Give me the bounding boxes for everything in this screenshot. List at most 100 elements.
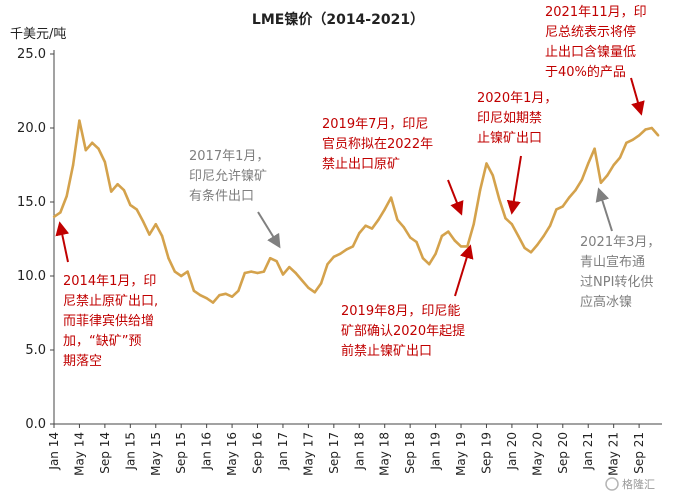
x-tick-label: Sep 14 xyxy=(98,432,112,474)
data-point xyxy=(237,289,240,292)
watermark-logo-icon xyxy=(605,477,619,491)
data-point xyxy=(250,270,253,273)
data-point xyxy=(326,263,329,266)
annotation-text-line: 官员称拟在2022年 xyxy=(322,136,433,152)
x-tick-label: Jan 17 xyxy=(276,432,290,471)
data-point xyxy=(78,119,81,122)
annotation-text-line: 2020年1月， xyxy=(477,91,557,106)
x-tick-label: Jan 18 xyxy=(352,432,366,471)
data-point xyxy=(91,141,94,144)
annotation-text-line: 禁止出口原矿 xyxy=(322,157,400,172)
data-point xyxy=(205,297,208,300)
data-point xyxy=(294,271,297,275)
x-tick-label: May 19 xyxy=(454,432,468,476)
x-tick-label: Jan 20 xyxy=(505,432,519,471)
annotation-text-line: 过NPI转化供 xyxy=(580,275,653,290)
data-point xyxy=(440,234,444,238)
data-point xyxy=(447,230,450,233)
data-point xyxy=(466,245,469,248)
data-point xyxy=(65,194,68,198)
data-point xyxy=(154,223,157,226)
watermark: 格隆汇 xyxy=(605,477,655,491)
annotation-text-line: 于40%的产品 xyxy=(545,64,626,80)
x-tick-label: May 21 xyxy=(607,432,621,476)
data-point xyxy=(364,224,367,227)
data-point xyxy=(555,208,558,211)
data-point xyxy=(389,196,393,199)
data-point xyxy=(71,163,75,167)
data-point xyxy=(275,260,278,263)
data-point xyxy=(491,174,494,177)
data-point xyxy=(377,218,380,221)
data-point xyxy=(84,149,88,152)
annotation-text-line: 止出口含镍量低 xyxy=(545,44,636,60)
annotation-text-line: 2019年8月，印尼能 xyxy=(341,304,460,319)
data-point xyxy=(421,257,425,260)
y-axis: 0.0 5.0 10.0 15.0 20.0 25.0 xyxy=(17,47,55,432)
data-point xyxy=(122,189,126,192)
data-point xyxy=(243,271,246,275)
y-tick-label: 20.0 xyxy=(17,121,46,136)
data-point xyxy=(472,223,475,226)
x-tick-label: May 18 xyxy=(378,432,392,476)
data-point xyxy=(567,196,571,199)
x-tick-label: May 14 xyxy=(72,432,86,476)
data-point xyxy=(593,147,596,150)
data-point xyxy=(288,265,291,269)
data-point xyxy=(485,162,488,165)
data-point xyxy=(644,128,647,131)
data-point xyxy=(186,270,189,273)
x-tick-label: May 15 xyxy=(149,432,163,476)
data-point xyxy=(580,178,584,181)
data-point xyxy=(637,134,641,137)
annotation-text-line: 期落空 xyxy=(63,354,102,369)
data-point xyxy=(224,292,227,295)
annotation-text-line: 2021年3月， xyxy=(580,235,660,250)
data-point xyxy=(587,162,590,165)
y-axis-unit-label: 千美元/吨 xyxy=(10,27,66,42)
annotation-arrow xyxy=(55,221,70,263)
data-point xyxy=(199,294,202,297)
annotation-text-line: 而菲律宾供给增 xyxy=(63,313,154,329)
y-tick-label: 5.0 xyxy=(25,343,46,358)
data-point xyxy=(542,234,545,238)
data-point xyxy=(332,255,335,258)
y-tick-label: 15.0 xyxy=(17,195,46,210)
x-tick-label: Sep 15 xyxy=(174,432,188,474)
annotation-arrow xyxy=(454,244,474,297)
x-tick-label: Sep 16 xyxy=(251,432,265,474)
annotation-text-line: 应高冰镍 xyxy=(580,294,632,310)
annotation-arrow xyxy=(630,77,645,116)
data-point xyxy=(281,273,285,276)
data-point xyxy=(211,301,215,304)
data-point xyxy=(110,190,113,193)
x-tick-label: May 20 xyxy=(530,432,544,476)
x-tick-label: Sep 18 xyxy=(403,432,417,474)
x-tick-label: Jan 16 xyxy=(200,432,214,471)
data-point xyxy=(192,289,196,292)
data-point xyxy=(370,227,374,230)
data-point xyxy=(574,189,577,192)
data-point xyxy=(269,257,272,260)
data-point xyxy=(631,138,634,141)
y-tick-label: 0.0 xyxy=(25,417,46,432)
data-point xyxy=(135,208,138,211)
data-point xyxy=(173,270,176,273)
data-point xyxy=(52,215,56,218)
annotation-text-line: 印尼如期禁 xyxy=(477,110,542,126)
data-point xyxy=(618,156,622,159)
data-point xyxy=(536,243,539,247)
data-point xyxy=(218,294,221,297)
data-point xyxy=(256,271,259,275)
data-point xyxy=(116,183,119,186)
data-point xyxy=(141,220,145,223)
data-point xyxy=(319,282,323,285)
data-point xyxy=(459,245,463,248)
series-layer xyxy=(52,119,660,304)
x-tick-label: Sep 19 xyxy=(479,432,493,474)
